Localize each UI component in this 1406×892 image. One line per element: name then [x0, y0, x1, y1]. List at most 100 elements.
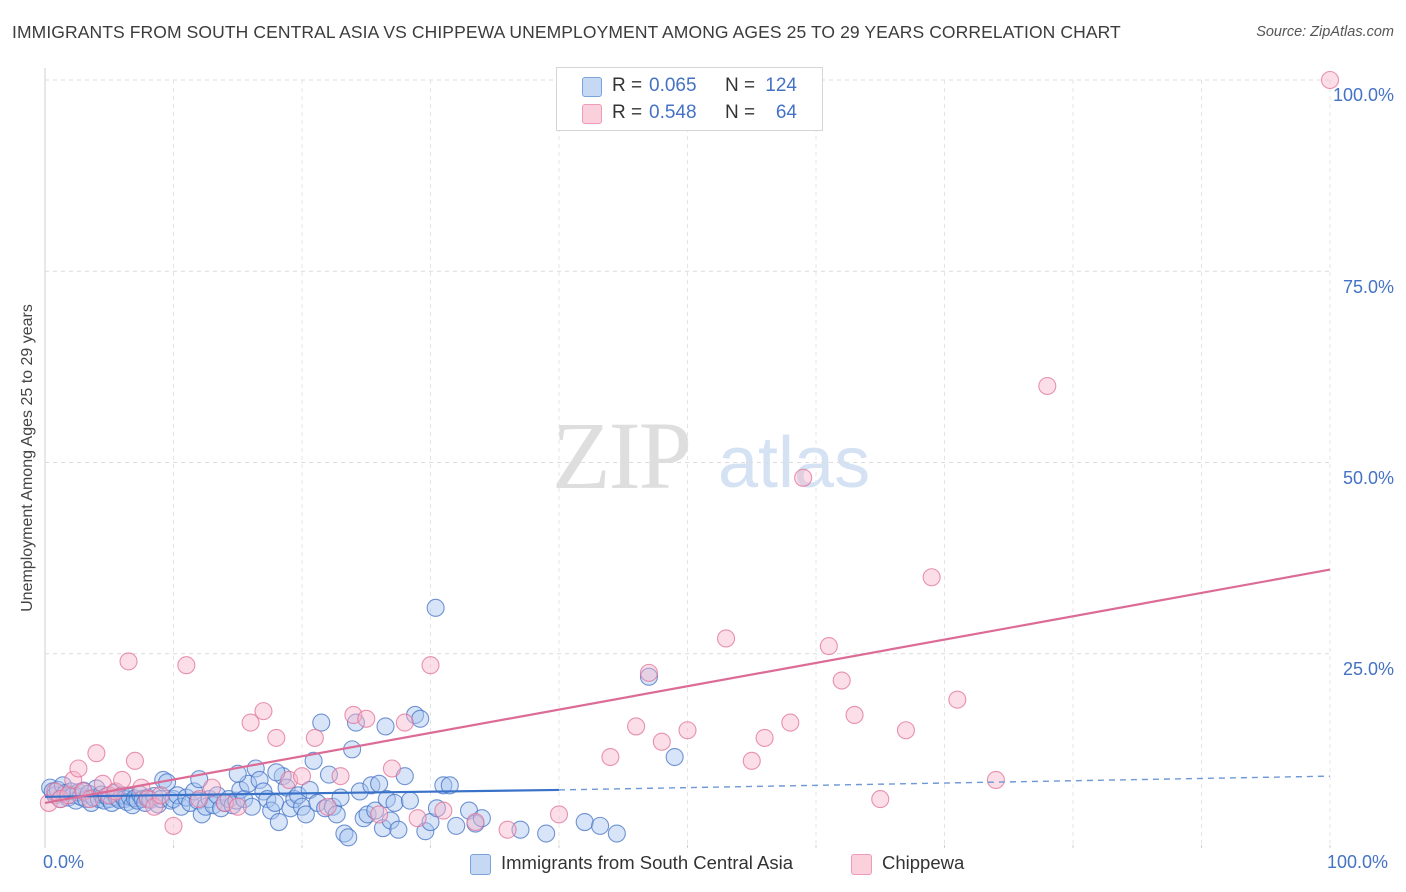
point-chippewa-51: [755, 728, 774, 747]
point-south-central-asia-73: [269, 812, 288, 832]
point-chippewa-20: [177, 656, 196, 675]
watermark-zip: ZIP: [552, 402, 692, 509]
legend-r-value: 0.548: [649, 102, 697, 123]
point-south-central-asia-123: [639, 667, 659, 686]
point-south-central-asia-72: [265, 793, 285, 812]
chart-title: IMMIGRANTS FROM SOUTH CENTRAL ASIA VS CH…: [12, 22, 1121, 42]
point-south-central-asia-97: [362, 776, 381, 795]
point-chippewa-4: [64, 770, 83, 790]
point-south-central-asia-128: [376, 717, 395, 736]
bottom-legend-label: Chippewa: [882, 852, 965, 873]
point-chippewa-40: [434, 801, 453, 820]
point-chippewa-62: [1038, 376, 1057, 396]
legend-swatch-blue: [582, 77, 602, 97]
point-south-central-asia-124: [665, 747, 684, 767]
y-tick-label-100: 100.0%: [1332, 85, 1394, 105]
point-chippewa-24: [228, 797, 247, 816]
point-chippewa-61: [986, 770, 1005, 790]
point-south-central-asia-106: [400, 791, 419, 810]
point-chippewa-19: [164, 816, 183, 835]
point-chippewa-22: [203, 778, 222, 797]
trend-line-south-central-asia: [44, 788, 560, 798]
point-south-central-asia-104: [389, 820, 408, 839]
trend-line-chippewa: [44, 568, 1331, 805]
point-south-central-asia-68: [250, 770, 269, 790]
point-south-central-asia-119: [537, 824, 556, 843]
x-tick-label-max: 100.0%: [1327, 852, 1389, 872]
y-tick-label-75: 75.0%: [1342, 277, 1394, 297]
point-chippewa-53: [794, 468, 813, 487]
legend-n-label: N =: [725, 75, 756, 96]
point-chippewa-29: [292, 767, 312, 786]
point-south-central-asia-91: [339, 828, 358, 847]
point-south-central-asia-125: [426, 598, 445, 617]
point-chippewa-12: [113, 770, 132, 790]
legend-r-label: R =: [612, 75, 643, 96]
point-chippewa-36: [382, 759, 402, 778]
point-south-central-asia-82: [304, 751, 323, 770]
point-chippewa-58: [896, 721, 916, 740]
point-chippewa-45: [627, 717, 646, 736]
legend-r-value: 0.065: [649, 75, 697, 96]
point-south-central-asia-62: [227, 791, 246, 810]
point-south-central-asia-84: [312, 713, 331, 732]
point-south-central-asia-122: [607, 824, 626, 843]
point-chippewa-46: [639, 663, 659, 682]
point-chippewa-57: [871, 790, 890, 809]
point-chippewa-34: [357, 709, 376, 728]
point-chippewa-47: [652, 732, 671, 751]
point-south-central-asia-100: [373, 819, 393, 838]
point-south-central-asia-103: [385, 793, 404, 812]
point-chippewa-39: [421, 656, 440, 675]
point-chippewa-13: [119, 652, 138, 671]
point-chippewa-49: [716, 629, 736, 648]
legend-r-label: R =: [612, 102, 643, 123]
correlation-legend: R = 0.065 N = 124 R = 0.548 N = 64: [556, 67, 823, 131]
point-south-central-asia-113: [440, 776, 459, 795]
y-axis-label: Unemployment Among Ages 25 to 29 years: [19, 304, 36, 612]
point-south-central-asia-112: [434, 776, 453, 795]
point-south-central-asia-86: [319, 765, 339, 784]
point-south-central-asia-78: [289, 786, 308, 805]
point-south-central-asia-92: [343, 740, 362, 759]
bottom-legend-swatch-pink: [851, 854, 872, 875]
point-chippewa-63: [1320, 70, 1340, 90]
point-chippewa-48: [678, 721, 697, 740]
point-chippewa-14: [125, 751, 144, 770]
point-chippewa-52: [781, 713, 800, 732]
point-south-central-asia-108: [411, 709, 430, 728]
point-chippewa-32: [331, 767, 350, 786]
point-south-central-asia-114: [447, 816, 466, 835]
point-chippewa-37: [395, 713, 414, 732]
legend-row-south-central-asia: R = 0.065 N = 124: [557, 75, 822, 99]
legend-swatch-pink: [582, 104, 602, 124]
point-chippewa-60: [948, 690, 967, 709]
point-chippewa-3: [59, 786, 78, 805]
point-chippewa-50: [742, 751, 761, 770]
point-south-central-asia-118: [511, 820, 530, 839]
point-chippewa-27: [267, 728, 286, 747]
point-chippewa-41: [466, 812, 485, 832]
trend-line-south-central-asia-extension: [558, 775, 1331, 791]
legend-row-chippewa: R = 0.548 N = 64: [557, 102, 822, 126]
point-south-central-asia-66: [242, 797, 261, 816]
point-chippewa-31: [318, 797, 337, 816]
point-south-central-asia-121: [591, 816, 610, 835]
point-chippewa-35: [370, 805, 389, 824]
y-tick-label-25: 25.0%: [1342, 659, 1394, 679]
point-chippewa-38: [408, 809, 427, 828]
point-chippewa-30: [305, 728, 324, 747]
point-chippewa-56: [845, 705, 864, 725]
source-label: Source: ZipAtlas.com: [1256, 24, 1394, 40]
bottom-legend-label: Immigrants from South Central Asia: [501, 852, 793, 873]
point-chippewa-55: [832, 671, 851, 690]
point-chippewa-17: [145, 797, 164, 816]
point-chippewa-5: [69, 759, 88, 778]
point-chippewa-26: [254, 702, 273, 721]
point-south-central-asia-48: [172, 797, 191, 816]
point-chippewa-42: [498, 820, 517, 839]
point-chippewa-25: [241, 713, 260, 732]
x-tick-label-min: 0.0%: [43, 852, 85, 872]
point-chippewa-43: [549, 805, 569, 824]
